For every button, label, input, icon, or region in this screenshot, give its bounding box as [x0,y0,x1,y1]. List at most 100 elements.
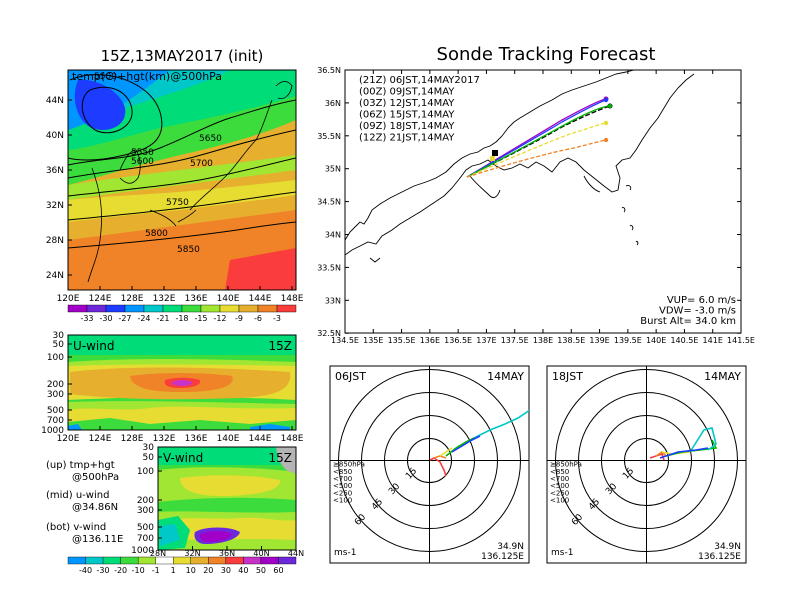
forecast-legend-entry: (21Z) 06JST,14MAY2017 [359,75,480,86]
hodograph-level-key: <250 [333,489,352,497]
u-wind-x-label: 124E [89,434,112,444]
forecast-lat-label: 34.5N [317,198,341,207]
colorbar-top-label: -18 [175,314,188,323]
colorbar-top-label: -6 [254,314,262,323]
u-wind-y-label: 500 [47,406,64,416]
panel-note: @34.86N [72,502,118,513]
colorbar-bottom-swatch [225,556,244,565]
hodograph-level-key: <100 [550,497,569,505]
hodograph-unit: ms-1 [334,548,356,558]
colorbar-bottom-label: -10 [132,566,145,575]
map-title: 15Z,13MAY2017 (init) [101,47,264,65]
v-wind-y-label: 100 [137,467,154,477]
hodograph-level-key: <500 [333,482,352,490]
u-wind-y-label: 1000 [41,426,64,436]
contour-label-5500: 5500 [94,72,117,82]
map-lon-label: 124E [89,294,112,304]
v-wind-x-label: 28N [150,549,166,558]
v-wind-y-label: 200 [137,496,154,506]
colorbar-bottom-label: 50 [256,566,266,575]
map-lat-label: 36N [46,166,64,176]
colorbar-bottom-swatch [155,556,174,565]
contour-label-5750: 5750 [166,198,189,208]
forecast-lat-label: 33N [325,296,341,305]
forecast-lon-label: 138E [533,336,553,345]
u-wind-y-label: 300 [47,390,64,400]
v-wind-y-label: 30 [143,443,155,453]
u-wind-frame [67,334,297,431]
hodograph-trace [473,409,529,439]
contour-label-5550: 5550 [131,148,154,158]
hodograph-date: 14MAY [487,370,524,383]
map-frame [67,69,297,291]
temperature-field: 5500 5550 5600 5650 5700 5750 5800 5850 [68,70,296,290]
contour-label-5850: 5850 [177,245,200,255]
hodograph-time: 06JST [335,370,366,383]
forecast-param: VUP= 6.0 m/s [667,295,736,306]
contour-label-5800: 5800 [145,229,168,239]
u-wind-label: U-wind [73,339,114,353]
hodograph-trace [659,447,709,459]
hodograph-unit: ms-1 [551,548,573,558]
hodograph-lat: 34.9N [714,542,741,552]
colorbar-top-label: -33 [80,314,93,323]
u-wind-x-label: 148E [281,434,304,444]
v-wind-field [158,447,296,550]
forecast-lat-label: 36.5N [317,66,341,75]
colorbar-bottom-swatch [278,556,297,565]
forecast-lon-label: 137E [476,336,496,345]
forecast-lat-label: 33.5N [317,263,341,272]
map-lon-label: 132E [153,294,176,304]
hodograph-trace [439,447,453,457]
map-lat-label: 32N [46,201,64,211]
forecast-lon-label: 135E [363,336,383,345]
v-wind-x-label: 40N [253,549,269,558]
v-wind-x-label: 36N [219,549,235,558]
u-wind-x-label: 140E [217,434,240,444]
hodograph-trace [689,427,717,453]
forecast-lon-label: 136E [420,336,440,345]
colorbar-top-swatch [238,304,259,313]
u-wind-x-label: 144E [249,434,272,444]
colorbar-bottom-swatch [208,556,227,565]
u-wind-y-label: 30 [53,331,65,341]
colorbar-bottom-label: 30 [221,566,231,575]
colorbar-top-label: -9 [235,314,243,323]
v-wind-y-label: 700 [137,534,154,544]
colorbar-bottom-label: -30 [97,566,110,575]
hodograph-trace [451,435,481,453]
hodograph-lat: 34.9N [497,542,524,552]
forecast-legend-entry: (03Z) 12JST,14MAY [359,98,455,109]
panel-note: @500hPa [72,472,119,483]
map-subtitle: temp(C)+hgt(km)@500hPa [72,70,222,83]
hodograph-trace [429,457,447,477]
map-lon-label: 148E [281,294,304,304]
v-wind-y-label: 1000 [131,546,154,556]
u-wind-y-label: 200 [47,380,64,390]
forecast-lon-label: 139E [589,336,609,345]
hodograph-trace [445,437,475,457]
v-wind-y-label: 500 [137,523,154,533]
contour-label-5700: 5700 [190,159,213,169]
u-wind-y-label: 50 [53,340,65,350]
u-wind-x-label: 120E [57,434,80,444]
map-lon-label: 120E [57,294,80,304]
forecast-lon-label: 140.5E [670,336,698,345]
forecast-lon-label: 136.5E [444,336,472,345]
colorbar-bottom-swatch [173,556,191,565]
u-wind-x-label: 136E [185,434,208,444]
forecast-legend-entry: (12Z) 21JST,14MAY [359,133,455,144]
colorbar-top-swatch [143,304,164,313]
colorbar-top-swatch [219,304,240,313]
colorbar-bottom-swatch [243,556,262,565]
forecast-lon-label: 138.5E [557,336,585,345]
u-wind-time: 15Z [269,339,293,353]
colorbar-bottom-swatch [120,556,139,565]
hodograph-level-key: <850 [333,468,352,476]
u-wind-x-label: 132E [153,434,176,444]
v-wind-y-label: 50 [143,453,155,463]
panel-note: (mid) u-wind [46,490,109,501]
map-lat-label: 28N [46,236,64,246]
panel-note: (bot) v-wind [46,522,106,533]
colorbar-bottom-swatch [67,556,86,565]
